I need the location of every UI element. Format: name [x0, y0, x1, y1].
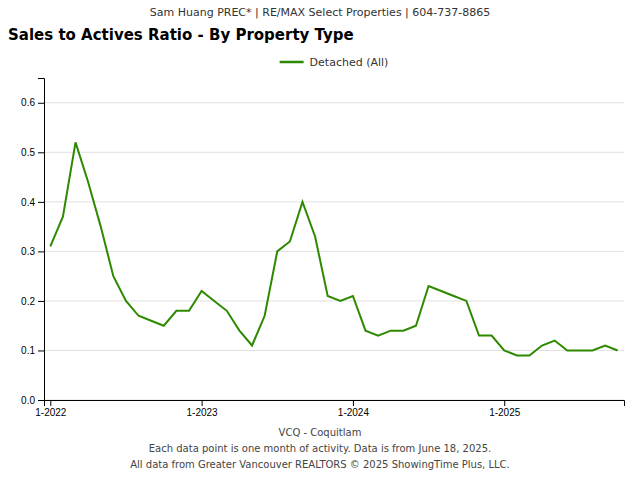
tick-mark	[38, 400, 44, 401]
tick-label: 0.3	[21, 246, 35, 257]
tick: 1-2023	[187, 400, 219, 418]
grid-line	[44, 201, 624, 202]
tick: 0.0	[21, 395, 44, 406]
tick: 0.6	[21, 97, 44, 108]
grid-line	[44, 251, 624, 252]
tick-label: 1-2025	[489, 407, 521, 418]
annotation: Each data point is one month of activity…	[149, 443, 491, 454]
line	[50, 142, 617, 355]
tick: 0.1	[21, 345, 44, 356]
tick: 0.2	[21, 296, 44, 307]
tick: 1-2024	[338, 400, 370, 418]
tick-mark	[38, 152, 44, 153]
subtitle: Sam Huang PREC* | RE/MAX Select Properti…	[150, 6, 490, 19]
annotation: All data from Greater Vancouver REALTORS…	[130, 459, 510, 470]
tick-mark	[38, 202, 44, 203]
tick-mark	[353, 400, 354, 406]
y-axis: 0.0 0.1 0.2 0.3 0.4 0.5 0.6	[21, 79, 44, 406]
tick-label: 0.5	[21, 147, 35, 158]
tick: 0.5	[21, 147, 44, 158]
tick: 1-2022	[35, 400, 67, 418]
tick-label: 0.0	[21, 395, 35, 406]
x-axis: 1-2022 1-2023 1-2024 1-2025	[35, 400, 624, 418]
chart: Sam Huang PREC* | RE/MAX Select Properti…	[0, 0, 640, 480]
tick-mark	[202, 400, 203, 406]
title: Sales to Actives Ratio - By Property Typ…	[8, 26, 354, 44]
tick-mark	[504, 400, 505, 406]
tick: 0.4	[21, 197, 44, 208]
tick-label: 0.6	[21, 97, 35, 108]
grid-line	[44, 300, 624, 301]
grid	[44, 103, 624, 400]
tick-mark	[50, 400, 51, 406]
legend-item: Detached (All)	[280, 56, 389, 69]
marks	[50, 142, 617, 355]
tick-mark	[38, 301, 44, 302]
tick-mark	[38, 251, 44, 252]
tick-label: 0.1	[21, 345, 35, 356]
axis-line	[45, 401, 625, 407]
legend-swatch	[280, 61, 304, 64]
tick-mark	[38, 350, 44, 351]
grid-line	[44, 102, 624, 103]
axis-line	[38, 79, 45, 401]
annotation: VCQ - Coquitlam	[279, 427, 362, 438]
grid-line	[44, 152, 624, 153]
tick-label: 1-2023	[187, 407, 219, 418]
tick-label: 0.4	[21, 197, 35, 208]
tick: 1-2025	[489, 400, 521, 418]
tick: 0.3	[21, 246, 44, 257]
plot: 0.00.10.20.30.40.50.61-20221-20231-20241…	[21, 79, 624, 419]
tick-label: 0.2	[21, 296, 35, 307]
legend-label: Detached (All)	[310, 56, 389, 69]
tick-mark	[38, 103, 44, 104]
legend: Detached (All)	[280, 56, 389, 69]
tick-label: 1-2022	[35, 407, 67, 418]
tick-label: 1-2024	[338, 407, 370, 418]
